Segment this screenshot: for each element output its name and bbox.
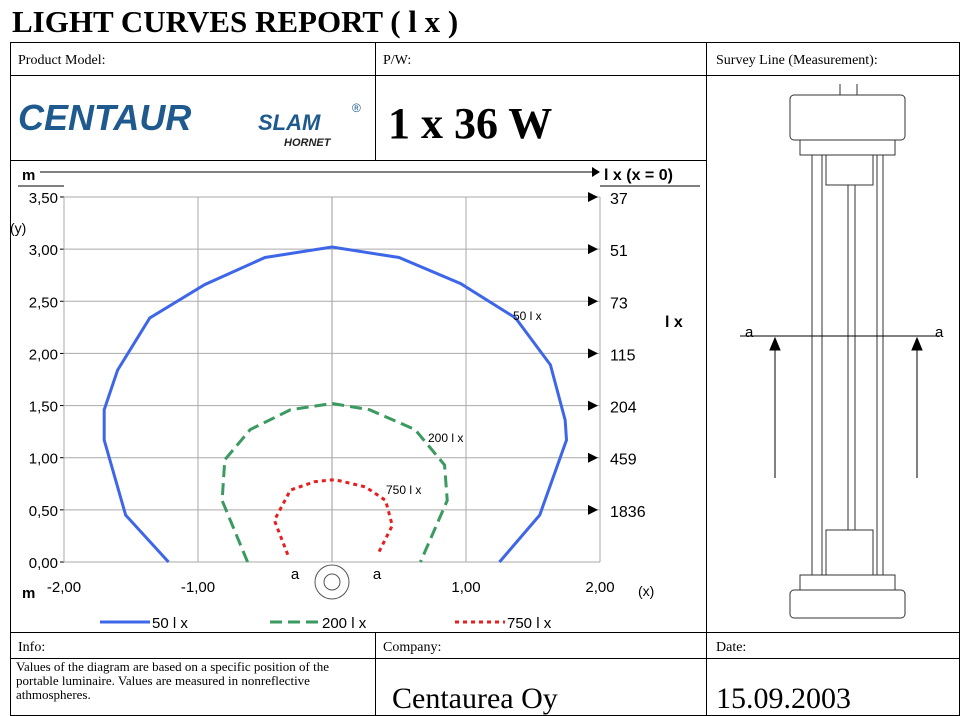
logo-sub: SLAM (258, 110, 321, 135)
y-tick-label: 3,50 (29, 190, 58, 207)
isolux-curve (272, 478, 394, 556)
date: 15.09.2003 (716, 682, 851, 715)
x-tick-label: 2,00 (585, 579, 614, 596)
arrow-head (769, 336, 781, 351)
cell-label: Product Model: (18, 53, 106, 68)
arrow-head (911, 336, 923, 351)
part (825, 154, 874, 186)
info-text: Values of the diagram are based on a spe… (16, 660, 329, 702)
scale-value: 73 (610, 295, 628, 312)
arrow-head (592, 167, 600, 177)
legend-label: 750 l x (507, 615, 552, 632)
cell-label: Info: (18, 640, 45, 655)
y-tick-label: 0,50 (29, 503, 58, 520)
scale-arrow (588, 348, 598, 359)
x-label: (x) (638, 583, 654, 599)
cell-label: Survey Line (Measurement): (716, 53, 878, 68)
x-unit: m (22, 585, 35, 602)
curve-label: 200 l x (428, 431, 463, 445)
scale-value: 1836 (610, 504, 646, 521)
scale-title: l x (x = 0) (604, 167, 673, 184)
y-tick-label: 2,50 (29, 294, 58, 311)
tube (821, 154, 878, 576)
curve-label: 50 l x (513, 309, 542, 323)
section-line (740, 335, 940, 478)
scale-arrow (588, 400, 598, 411)
x-tick-label: 1,00 (451, 579, 480, 596)
section-marker: a (373, 566, 382, 583)
scale-value: 37 (610, 191, 628, 208)
scale-value: 204 (610, 400, 637, 417)
scale-value: 51 (610, 243, 628, 260)
x-tick-label: -2,00 (47, 579, 81, 596)
title: LIGHT CURVES REPORT ( l x ) (12, 4, 458, 39)
y-tick-label: 0,00 (29, 555, 58, 572)
legend-label: 200 l x (322, 615, 367, 632)
cell-label: P/W: (383, 53, 411, 68)
section-marker: a (291, 566, 300, 583)
y-tick-label: 1,50 (29, 399, 58, 416)
y-unit: m (22, 167, 35, 184)
section-marker: a (745, 324, 754, 341)
cell-label: Company: (383, 640, 441, 655)
luminaire-icon (323, 573, 341, 591)
isolux-curve (220, 401, 449, 563)
legend-label: 50 l x (152, 615, 188, 632)
logo-model: HORNET (284, 137, 332, 149)
logo-brand: CENTAUR (18, 97, 191, 138)
power: 1 x 36 W (388, 99, 552, 148)
chart: 0,00 0,50 1,00 1,50 2,00 2,50 3,00 3,50 -2,00 -1,… (10, 167, 700, 632)
scale-arrow (588, 244, 598, 255)
part (825, 529, 874, 576)
section-marker: a (935, 324, 944, 341)
scale-arrow (588, 504, 598, 515)
y-tick-label: 3,00 (29, 242, 58, 259)
scale-unit: l x (665, 314, 683, 331)
logo-reg: ® (352, 101, 361, 115)
cell-label: Date: (716, 640, 746, 655)
company: Centaurea Oy (392, 682, 558, 715)
luminaire-icon (314, 564, 350, 600)
luminaire-drawing (789, 84, 906, 619)
y-label: (y) (10, 220, 26, 236)
curve-label: 750 l x (386, 483, 421, 497)
scale-value: 459 (610, 452, 637, 469)
y-tick-label: 2,00 (29, 346, 58, 363)
y-tick-label: 1,00 (29, 451, 58, 468)
scale-arrow (588, 296, 598, 307)
cap (789, 589, 906, 619)
cap (789, 94, 906, 141)
scale-arrow (588, 192, 598, 202)
cap (799, 139, 896, 156)
scale-arrow (588, 452, 598, 463)
isolux-curve (102, 245, 569, 564)
cap (799, 574, 896, 591)
x-tick-label: -1,00 (181, 579, 215, 596)
scale-value: 115 (610, 347, 636, 364)
